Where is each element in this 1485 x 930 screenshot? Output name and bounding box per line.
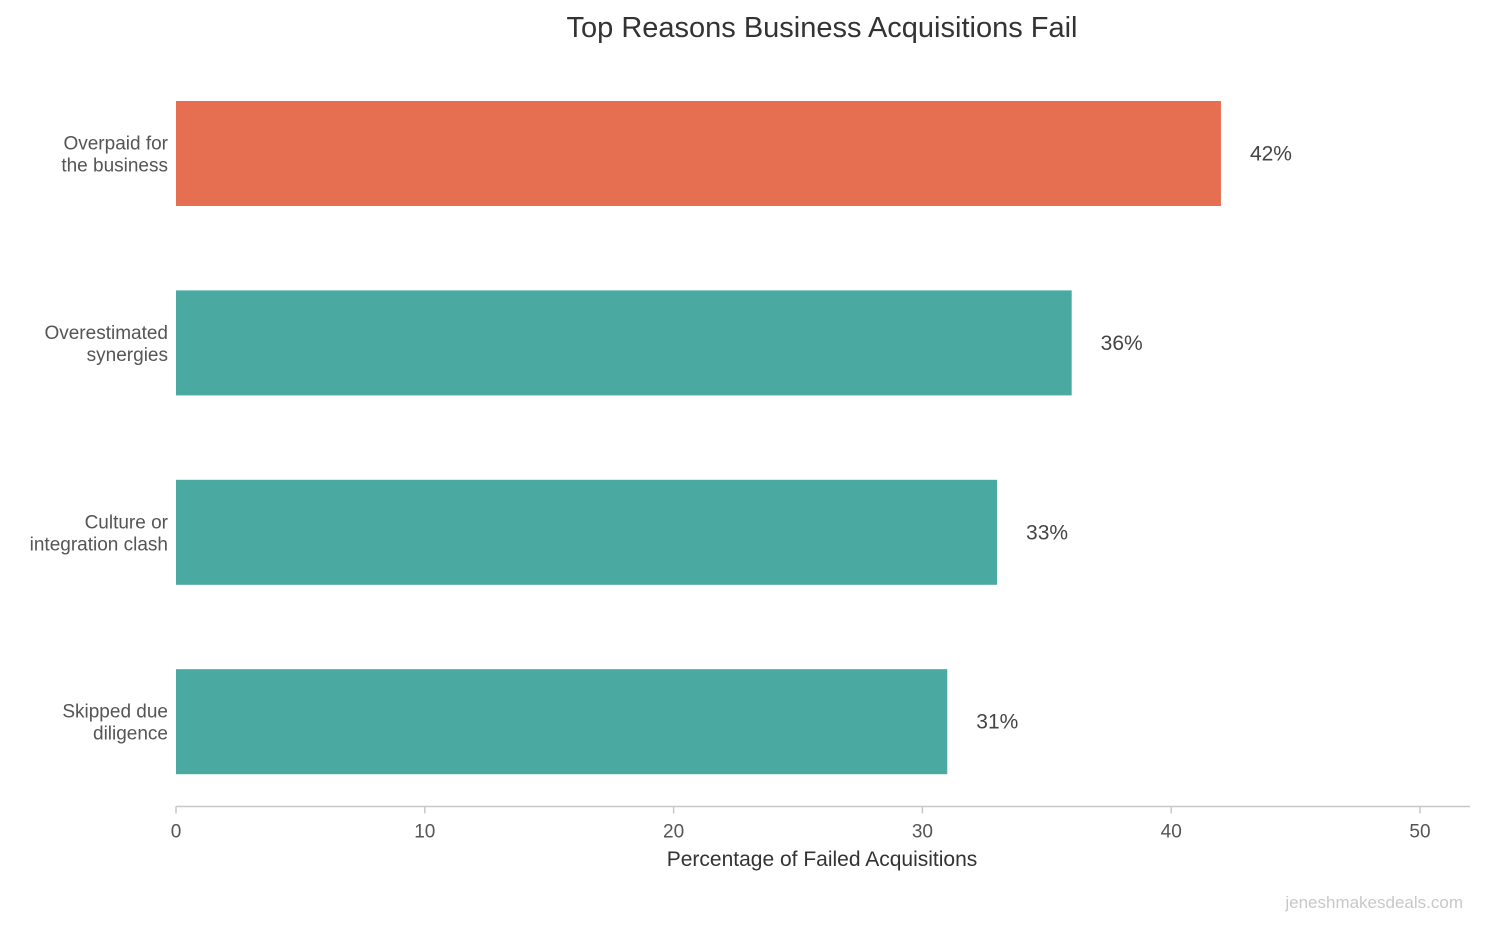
- x-tick-label: 10: [414, 822, 435, 843]
- category-label-line: diligence: [93, 724, 168, 745]
- bar-value-label-2: 36%: [1101, 332, 1143, 355]
- category-label-line: integration clash: [30, 534, 168, 555]
- x-tick-label: 0: [171, 822, 182, 843]
- x-tick-label: 50: [1409, 822, 1430, 843]
- bar-value-label-3: 33%: [1026, 521, 1068, 544]
- category-label-line: synergies: [87, 345, 168, 366]
- x-tick-label: 40: [1161, 822, 1182, 843]
- chart-title: Top Reasons Business Acquisitions Fail: [567, 12, 1078, 44]
- category-label-line: Skipped due: [62, 702, 168, 723]
- x-axis-title: Percentage of Failed Acquisitions: [667, 848, 978, 871]
- x-tick-label: 20: [663, 822, 684, 843]
- x-axis: 0 10 20 30 40 50: [171, 805, 1470, 843]
- bars-layer: 42% Overpaid for the business 36% Overestima…: [30, 101, 1292, 775]
- bar-value-label-4: 31%: [976, 711, 1018, 734]
- bar-2: [176, 290, 1072, 396]
- category-label-2: Overestimated synergies: [44, 323, 168, 366]
- x-tick-label: 30: [912, 822, 933, 843]
- category-label-4: Skipped due diligence: [62, 702, 168, 745]
- category-label-line: Overpaid for: [63, 134, 168, 155]
- bar-3: [176, 479, 998, 585]
- category-label-line: Overestimated: [44, 323, 168, 344]
- category-label-3: Culture or integration clash: [30, 512, 169, 555]
- category-label-line: the business: [61, 156, 168, 177]
- bar-1: [176, 101, 1221, 206]
- category-label-1: Overpaid for the business: [61, 134, 168, 177]
- watermark: jeneshmakesdeals.com: [1284, 893, 1463, 912]
- bar-value-label-1: 42%: [1250, 143, 1292, 166]
- bar-4: [176, 669, 948, 775]
- category-label-line: Culture or: [85, 512, 169, 533]
